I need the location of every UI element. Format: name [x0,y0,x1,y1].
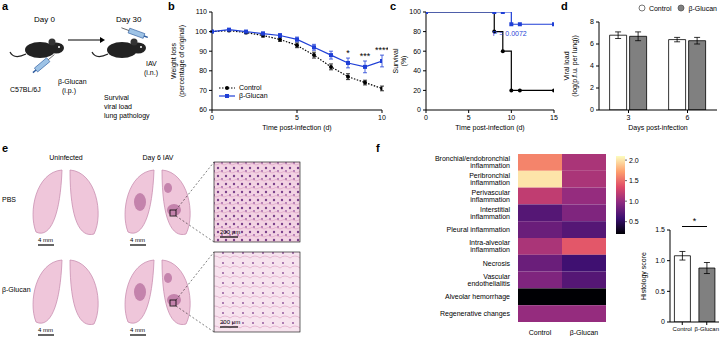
html-text:Time post-infection (d): Time post-infection (d) [262,124,332,131]
html-text:β-Glucan: β-Glucan [688,4,717,12]
svg-text:Intra-alveolarinflammation: Intra-alveolarinflammation [469,239,511,253]
svg-text:Peribronchialinflammation: Peribronchialinflammation [469,172,510,186]
html-text:c: c [390,0,397,12]
svg-text:3: 3 [627,114,631,121]
svg-text:200 μm: 200 μm [220,229,240,235]
html-text:(percentage of original): (percentage of original) [178,25,185,97]
svg-text:Uninfected: Uninfected [49,154,83,161]
html-text:Control: Control [648,4,672,12]
svg-text:100: 100 [195,28,207,35]
svg-text:(i.n.): (i.n.) [144,69,158,77]
svg-text:Necrosis: Necrosis [483,260,511,267]
svg-text:Interstitialinflammation: Interstitialinflammation [470,206,510,220]
svg-text:70: 70 [199,87,207,94]
html-text:P = 0.0072: P = 0.0072 [492,30,527,37]
svg-text:6: 6 [686,114,690,121]
svg-text:100: 100 [409,8,421,15]
svg-text:40: 40 [413,67,421,74]
svg-text:Alveolar hemorrhage: Alveolar hemorrhage [445,293,510,301]
svg-text:2: 2 [590,84,594,91]
svg-text:(i.p.): (i.p.) [62,87,76,95]
svg-text:Control: Control [529,329,552,336]
svg-text:lung pathology: lung pathology [104,112,150,120]
svg-text:Survival: Survival [104,94,129,101]
svg-text:Day 0: Day 0 [34,15,55,24]
html-text:e: e [2,142,9,154]
svg-text:15: 15 [550,114,558,121]
svg-text:β-Glucan: β-Glucan [2,286,31,294]
svg-text:4 mm: 4 mm [130,237,145,243]
html-text:Viral load: Viral load [563,51,570,81]
html-text:Weight loss: Weight loss [170,43,177,79]
svg-text:0.5: 0.5 [629,218,639,225]
html-text:β-Glucan: β-Glucan [239,92,268,99]
svg-text:Perivascularinflammation: Perivascularinflammation [470,189,510,203]
html-text:f: f [376,142,380,154]
svg-text:90: 90 [199,48,207,55]
svg-text:0: 0 [590,106,594,113]
svg-text:200 μm: 200 μm [220,319,240,325]
svg-text:8: 8 [590,18,594,25]
svg-text:4 mm: 4 mm [38,327,53,333]
html-text:Survival: Survival [392,48,399,74]
svg-text:Control: Control [673,326,692,332]
svg-text:Day 30: Day 30 [116,15,142,24]
svg-text:60: 60 [413,48,421,55]
html-text:b: b [168,0,175,12]
svg-text:β-Glucan: β-Glucan [695,326,719,332]
svg-text:20: 20 [413,87,421,94]
svg-text:1.0: 1.0 [629,198,639,205]
svg-text:***: *** [360,51,371,61]
svg-text:4 mm: 4 mm [38,237,53,243]
svg-text:6: 6 [590,40,594,47]
svg-text:2.0: 2.0 [629,157,639,164]
svg-text:0.5: 0.5 [655,288,665,295]
svg-text:1.5: 1.5 [629,177,639,184]
svg-text:10: 10 [378,114,386,121]
html-text:Histology score: Histology score [640,252,647,300]
html-text:Control: Control [239,84,262,91]
svg-text:60: 60 [199,106,207,113]
svg-text:Day 6 IAV: Day 6 IAV [143,154,174,162]
html-text:a: a [2,0,9,12]
svg-text:Pleural inflammation: Pleural inflammation [447,226,511,233]
svg-text:4: 4 [590,62,594,69]
html-text:d: d [561,0,568,12]
svg-text:80: 80 [199,67,207,74]
svg-text:PBS: PBS [2,196,16,203]
svg-text:0: 0 [424,114,428,121]
svg-text:****: **** [375,45,388,55]
svg-text:viral load: viral load [104,103,132,110]
svg-text:Vascularendothelialitis: Vascularendothelialitis [468,273,511,287]
svg-text:5: 5 [467,114,471,121]
svg-text:IAV: IAV [146,60,157,67]
svg-text:β-Glucan: β-Glucan [58,78,87,86]
svg-text:Regenerative changes: Regenerative changes [440,310,511,318]
svg-text:0: 0 [661,318,665,325]
svg-text:80: 80 [413,28,421,35]
svg-text:Bronchial/endobronchialinflamm: Bronchial/endobronchialinflammation [435,155,511,169]
html-text:Time post-infection (d): Time post-infection (d) [455,124,525,131]
svg-text:4 mm: 4 mm [130,327,145,333]
svg-text:*: * [346,48,350,58]
svg-text:1.5: 1.5 [655,226,665,233]
svg-text:110: 110 [196,8,207,15]
html-text:Days post-infection: Days post-infection [628,124,688,131]
svg-text:β-Glucan: β-Glucan [570,329,599,336]
svg-text:10: 10 [507,114,515,121]
svg-text:1.0: 1.0 [655,257,665,264]
svg-text:5: 5 [295,114,299,121]
svg-text:0: 0 [210,114,214,121]
svg-text:C57BL/6J: C57BL/6J [10,86,41,93]
html-text:(log(p.f.u. per lung)): (log(p.f.u. per lung)) [571,35,578,97]
svg-text:0: 0 [417,106,421,113]
